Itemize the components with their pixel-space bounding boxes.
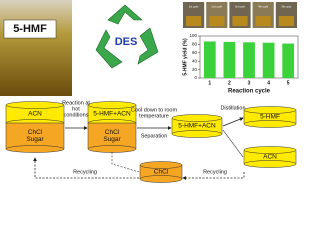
y-tick-label: 20 [192,67,198,72]
recycle-arrow [33,157,139,179]
edge-label: Cool down to room [131,107,178,113]
recycle-symbol [95,4,159,69]
bar [262,42,275,78]
y-tick-label: 40 [192,58,198,63]
edge-label: Recycling [73,169,97,175]
cylinder-top [243,106,297,114]
jar-label: 5-HMF [13,23,47,35]
node-label: 5-HMF [260,114,280,121]
node-label: ACN [263,154,277,161]
cylinder-top [139,161,183,169]
y-tick-label: 60 [192,50,198,55]
y-tick-label: 100 [189,33,197,38]
bar [203,41,216,78]
cylinder-top [5,101,65,109]
cylinder-rim [5,145,65,153]
y-tick-label: 0 [194,75,197,80]
cylinder-rim [139,175,183,183]
bar [282,43,295,78]
flow-arrow [222,117,244,127]
x-tick-label: 5 [287,80,290,86]
recycle-arrow [182,172,245,180]
cylinder-top [243,146,297,154]
cylinder-body [87,122,137,150]
process-flow: ACNChClSugar5-HMF+ACNChClSugar5-HMF+ACN5… [5,100,297,183]
cycle-liquid [278,16,294,26]
jar-label-box [3,19,57,39]
cycle-liquid [209,16,225,26]
edge-label: Reaction at [62,100,90,106]
cylinder-body [5,122,65,150]
cycle-photo-label: 2nd cycle [212,6,223,9]
x-axis-label: Reaction cycle [228,89,271,95]
edge-label: temperature [139,113,169,119]
recycle-label: DES [115,36,138,48]
x-tick-label: 2 [228,80,231,86]
node-label: ACN [28,111,42,118]
cylinder-rim [243,160,297,168]
cycle-liquid [255,16,271,26]
edge-label: Distillation [220,105,245,111]
node-label: ChCl [105,129,120,136]
cylinder-top [87,101,137,109]
node-label: 5-HMF+ACN [178,123,216,130]
cylinder-rim [243,120,297,128]
recycle-arrow [111,152,140,173]
bar [243,42,255,78]
graphical-abstract: 5-HMF DES 1st cycle 2nd cycle 3rd cycle 4th… [0,0,299,183]
cylinder-rim [171,130,223,138]
x-tick-label: 3 [248,80,251,86]
cycle-photo-label: 5th cycle [281,6,291,9]
node-label: Sugar [103,136,121,143]
cycle-liquid [232,16,248,26]
edge-label: Separation [141,133,168,139]
yield-chart: 1st cycle 2nd cycle 3rd cycle 4th cycle 5th … [182,2,299,95]
cycle-photo-label: 3rd cycle [235,6,246,9]
cylinder-top [171,114,223,122]
edge-label: Recycling [203,169,227,175]
jar-photo [0,0,72,96]
cycle-liquid [186,16,202,26]
y-tick-label: 80 [192,42,198,47]
cylinder-rim [87,145,137,153]
node-label: ChCl [154,169,169,176]
edge-label: hot [72,106,80,112]
node-label: 5-HMF+ACN [93,111,131,118]
x-tick-label: 1 [208,80,211,86]
bar [223,41,236,78]
cycle-photo-label: 1st cycle [189,6,199,9]
x-tick-label: 4 [267,80,270,86]
cycle-photo-label: 4th cycle [258,6,268,9]
edge-label: conditions [64,112,89,118]
node-label: Sugar [26,136,44,143]
node-label: ChCl [28,129,43,136]
y-axis-label: 5-HMF yield (%) [182,38,188,76]
recycle-path [222,129,244,158]
